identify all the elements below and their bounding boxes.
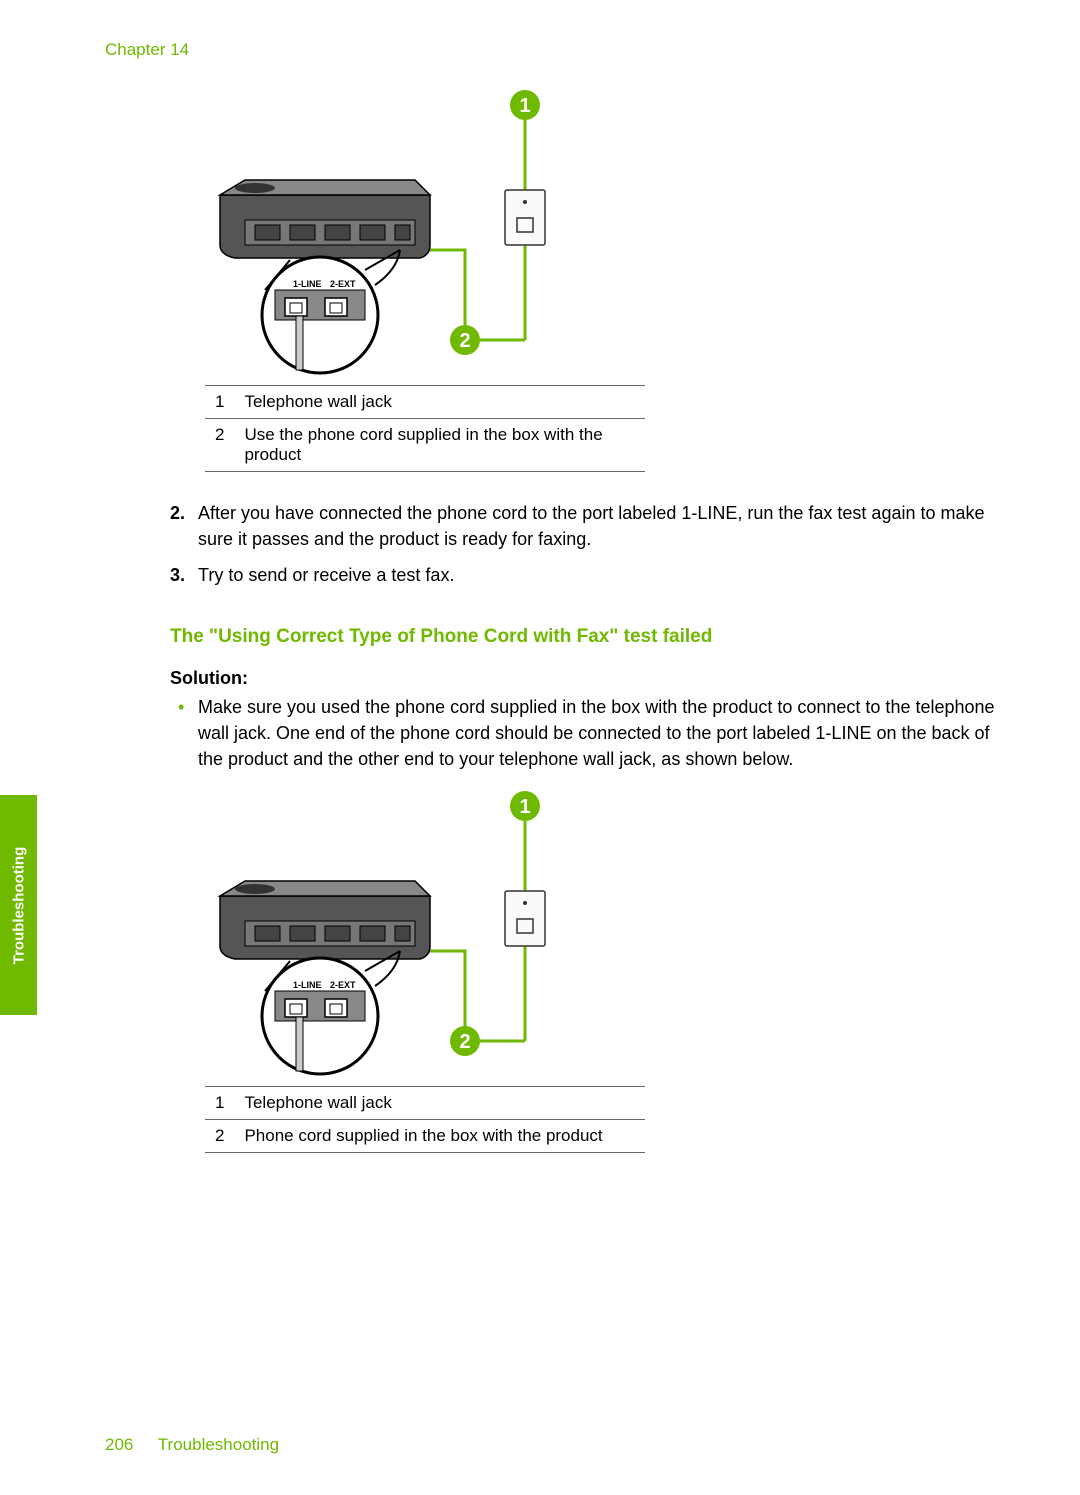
legend-num: 2 xyxy=(205,419,234,472)
section-heading: The "Using Correct Type of Phone Cord wi… xyxy=(170,626,1010,648)
bullet-list: • Make sure you used the phone cord supp… xyxy=(170,694,1010,772)
printer-connection-diagram-1: 1 2 xyxy=(205,90,645,380)
table-row: 2 Use the phone cord supplied in the box… xyxy=(205,419,645,472)
page-number: 206 xyxy=(105,1435,133,1454)
step-number: 3. xyxy=(170,562,198,588)
table-row: 2 Phone cord supplied in the box with th… xyxy=(205,1119,645,1152)
step-list: 2. After you have connected the phone co… xyxy=(170,500,1010,588)
legend-text: Telephone wall jack xyxy=(234,386,645,419)
legend-text: Phone cord supplied in the box with the … xyxy=(234,1119,645,1152)
legend-text: Telephone wall jack xyxy=(234,1086,645,1119)
side-tab-label: Troubleshooting xyxy=(10,846,27,964)
diagram-2: 1 2 1-LINE 2-EXT xyxy=(205,791,645,1153)
side-tab: Troubleshooting xyxy=(0,795,37,1015)
callout-2: 2 xyxy=(459,1031,470,1053)
chapter-header: Chapter 14 xyxy=(105,40,1010,60)
svg-text:2-EXT: 2-EXT xyxy=(330,279,356,289)
legend-text: Use the phone cord supplied in the box w… xyxy=(234,419,645,472)
list-item: 2. After you have connected the phone co… xyxy=(170,500,1010,552)
diagram-1-legend: 1 Telephone wall jack 2 Use the phone co… xyxy=(205,385,645,472)
callout-2: 2 xyxy=(459,330,470,352)
callout-1: 1 xyxy=(519,796,530,818)
footer-section: Troubleshooting xyxy=(158,1435,279,1454)
legend-num: 1 xyxy=(205,1086,234,1119)
page-footer: 206 Troubleshooting xyxy=(105,1435,279,1455)
svg-text:1-LINE: 1-LINE xyxy=(293,279,322,289)
list-item: 3. Try to send or receive a test fax. xyxy=(170,562,1010,588)
bullet-text: Make sure you used the phone cord suppli… xyxy=(198,694,1010,772)
printer-icon: 1-LINE 2-EXT xyxy=(220,180,430,373)
callout-1: 1 xyxy=(519,95,530,117)
step-text: Try to send or receive a test fax. xyxy=(198,562,1010,588)
solution-heading: Solution: xyxy=(170,668,1010,689)
list-item: • Make sure you used the phone cord supp… xyxy=(170,694,1010,772)
svg-text:2-EXT: 2-EXT xyxy=(330,980,356,990)
diagram-2-legend: 1 Telephone wall jack 2 Phone cord suppl… xyxy=(205,1086,645,1153)
step-text: After you have connected the phone cord … xyxy=(198,500,1010,552)
legend-num: 2 xyxy=(205,1119,234,1152)
table-row: 1 Telephone wall jack xyxy=(205,1086,645,1119)
step-number: 2. xyxy=(170,500,198,552)
printer-connection-diagram-2: 1 2 1-LINE 2-EXT xyxy=(205,791,645,1081)
table-row: 1 Telephone wall jack xyxy=(205,386,645,419)
printer-icon: 1-LINE 2-EXT xyxy=(220,881,430,1074)
svg-text:1-LINE: 1-LINE xyxy=(293,980,322,990)
legend-num: 1 xyxy=(205,386,234,419)
diagram-1: 1 2 xyxy=(205,90,645,472)
bullet-icon: • xyxy=(170,694,198,772)
